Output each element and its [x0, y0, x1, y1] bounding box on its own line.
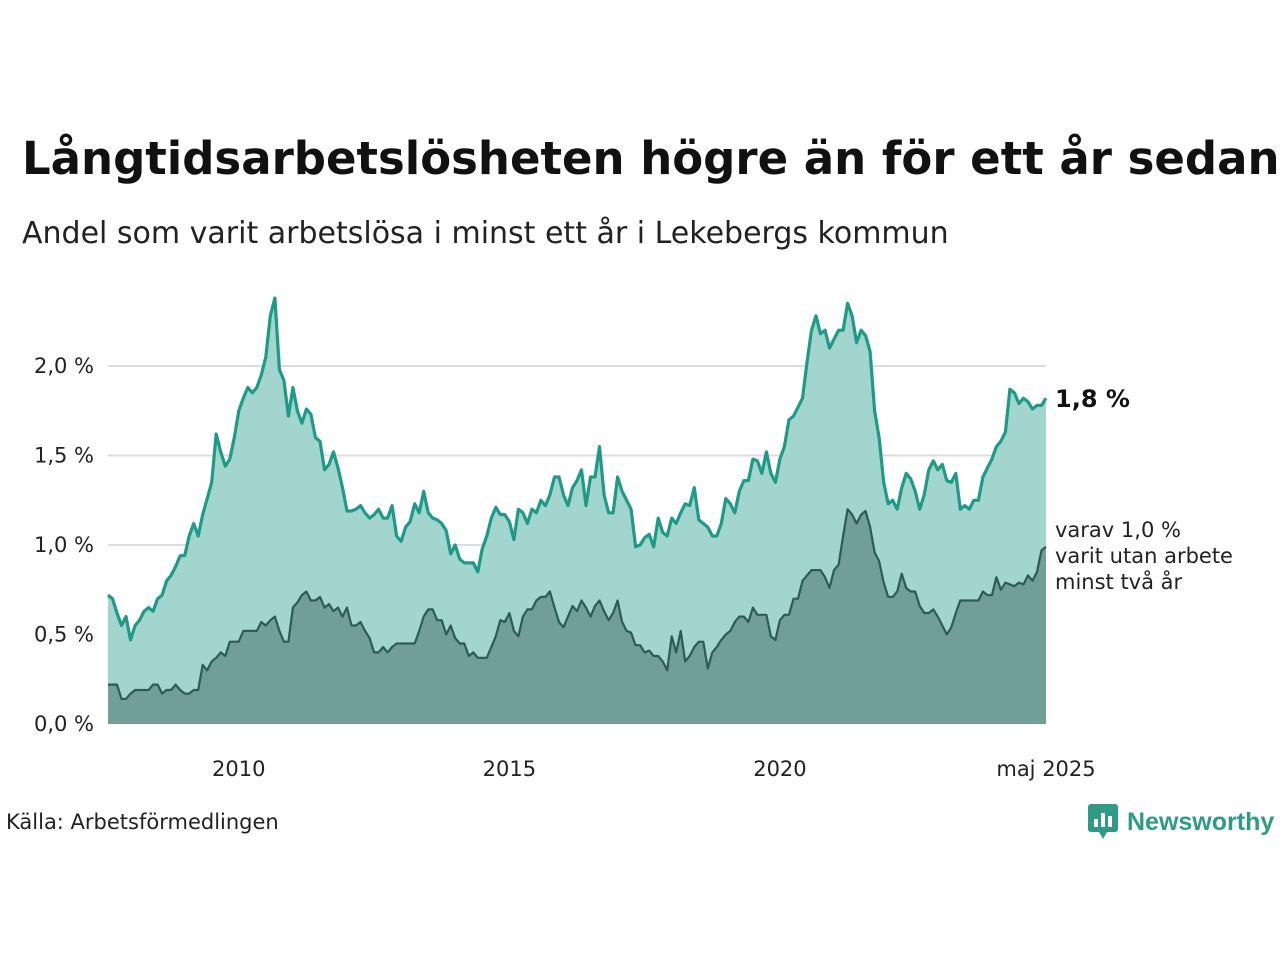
series-line-total: [107, 296, 1048, 642]
end-label-total: 1,8 %: [1055, 385, 1130, 413]
series-label-long-line: minst två år: [1055, 569, 1183, 594]
chart-lines: [107, 296, 1048, 700]
y-axis-ticks: 0,0 % 0,5 % 1,0 % 1,5 % 2,0 %: [34, 354, 94, 736]
brand-name: Newsworthy: [1127, 807, 1275, 836]
x-axis-ticks: 2010 2015 2020 maj 2025: [212, 757, 1096, 781]
y-tick-label: 0,5 %: [34, 623, 94, 647]
x-tick-label: 2010: [212, 757, 265, 781]
brand-logo: Newsworthy: [1088, 804, 1274, 840]
y-tick-label: 1,0 %: [34, 533, 94, 557]
area-long: [108, 509, 1046, 724]
series-label-long-line: varav 1,0 %: [1055, 518, 1181, 542]
y-tick-label: 2,0 %: [34, 354, 94, 378]
source-note: Källa: Arbetsförmedlingen: [6, 810, 279, 834]
x-tick-label: maj 2025: [996, 757, 1095, 781]
x-tick-label: 2015: [483, 757, 536, 781]
chart-areas: [108, 298, 1046, 724]
y-tick-label: 1,5 %: [34, 444, 94, 468]
chart-title: Långtidsarbetslösheten högre än för ett …: [22, 132, 1280, 185]
y-tick-label: 0,0 %: [34, 712, 94, 736]
series-line-long: [108, 508, 1047, 700]
x-tick-label: 2020: [753, 757, 806, 781]
newsworthy-logo-icon: [1088, 804, 1118, 839]
series-label-long-line: varit utan arbete: [1055, 544, 1233, 568]
chart-subtitle: Andel som varit arbetslösa i minst ett å…: [22, 216, 949, 251]
